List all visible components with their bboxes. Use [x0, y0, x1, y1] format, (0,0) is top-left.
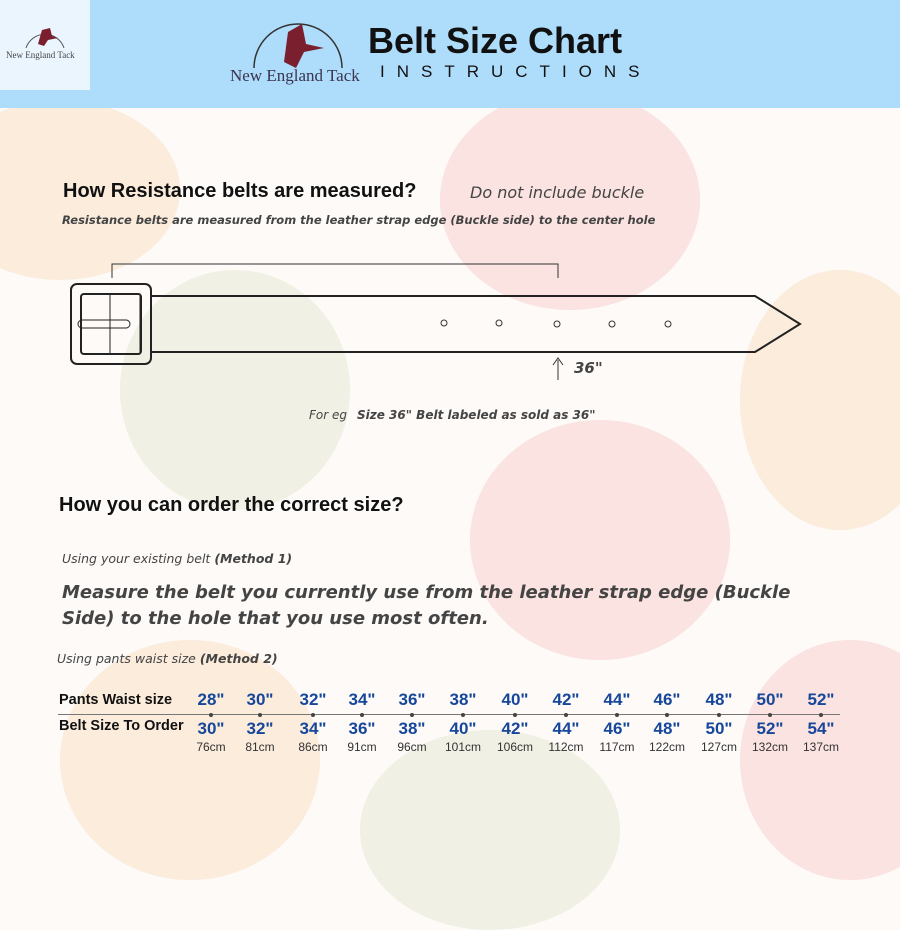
belt-size-cm: 91cm	[347, 740, 377, 754]
method1-label: Using your existing belt	[62, 551, 211, 566]
divider-line	[58, 714, 840, 715]
small-logo: New England Tack	[0, 0, 90, 90]
belt-size: 30"	[197, 719, 225, 738]
small-logo-text: New England Tack	[6, 50, 75, 60]
divider-dot	[360, 713, 364, 717]
belt-size: 40"	[449, 719, 477, 738]
divider-dot	[311, 713, 315, 717]
method2-tag: (Method 2)	[199, 651, 278, 666]
waist-size: 32"	[299, 690, 327, 709]
belt-size-cm: 96cm	[397, 740, 427, 754]
divider-dot	[513, 713, 517, 717]
example-text: Size 36" Belt labeled as sold as 36"	[357, 408, 596, 422]
horse-logo-icon	[253, 23, 343, 69]
belt-size: 34"	[299, 719, 327, 738]
page-subtitle: INSTRUCTIONS	[380, 62, 652, 81]
divider-dot	[717, 713, 721, 717]
belt-size-cm: 106cm	[496, 740, 534, 754]
belt-size-cm: 86cm	[298, 740, 328, 754]
belt-size-cm: 137cm	[802, 740, 840, 754]
belt-size: 50"	[705, 719, 733, 738]
method1-tag: (Method 1)	[214, 551, 293, 566]
belt-size: 38"	[398, 719, 426, 738]
size-marker: 36"	[574, 359, 603, 377]
row-label-belt: Belt Size To Order	[59, 718, 184, 734]
belt-size-cm: 117cm	[599, 740, 635, 754]
method1-text: Measure the belt you currently use from …	[62, 582, 791, 629]
belt-size: 44"	[552, 719, 580, 738]
waist-size: 52"	[807, 690, 835, 709]
divider-dot	[461, 713, 465, 717]
waist-size: 50"	[756, 690, 784, 709]
row-label-waist: Pants Waist size	[59, 692, 173, 708]
belt-size: 36"	[348, 719, 376, 738]
divider-dot	[209, 713, 213, 717]
waist-size: 46"	[653, 690, 681, 709]
belt-size-cm: 101cm	[444, 740, 482, 754]
belt-size: 52"	[756, 719, 784, 738]
brand-name: New England Tack	[230, 66, 360, 85]
divider-dot	[615, 713, 619, 717]
belt-diagram	[70, 263, 802, 380]
divider-dot	[258, 713, 262, 717]
waist-size: 40"	[501, 690, 529, 709]
divider-dot	[819, 713, 823, 717]
belt-size: 46"	[603, 719, 631, 738]
belt-size-cm: 76cm	[196, 740, 226, 754]
header: New England Tack New England Tack Belt S…	[0, 0, 900, 108]
waist-size: 48"	[705, 690, 733, 709]
waist-size: 30"	[246, 690, 274, 709]
belt-size: 54"	[807, 719, 835, 738]
waist-size: 42"	[552, 690, 580, 709]
belt-size-cm: 132cm	[751, 740, 789, 754]
divider-dot	[768, 713, 772, 717]
waist-size: 44"	[603, 690, 631, 709]
waist-size: 34"	[348, 690, 376, 709]
waist-size: 38"	[449, 690, 477, 709]
section1-heading: How Resistance belts are measured?	[63, 180, 417, 202]
example-prefix: For eg	[309, 408, 347, 422]
divider-dot	[665, 713, 669, 717]
divider-dot	[564, 713, 568, 717]
divider-dot	[410, 713, 414, 717]
section1-desc: Resistance belts are measured from the l…	[62, 213, 656, 227]
belt-size-cm: 127cm	[700, 740, 738, 754]
belt-size-cm: 81cm	[245, 740, 275, 754]
belt-size: 42"	[501, 719, 529, 738]
belt-size: 48"	[653, 719, 681, 738]
horse-logo-icon	[25, 28, 65, 49]
belt-size-cm: 112cm	[548, 740, 584, 754]
belt-size-cm: 122cm	[648, 740, 686, 754]
section2-heading: How you can order the correct size?	[59, 494, 404, 516]
page-title: Belt Size Chart	[368, 20, 623, 61]
waist-size: 28"	[197, 690, 225, 709]
method2-label: Using pants waist size	[57, 651, 196, 666]
waist-size: 36"	[398, 690, 426, 709]
section1-note: Do not include buckle	[470, 183, 645, 202]
belt-size: 32"	[246, 719, 274, 738]
